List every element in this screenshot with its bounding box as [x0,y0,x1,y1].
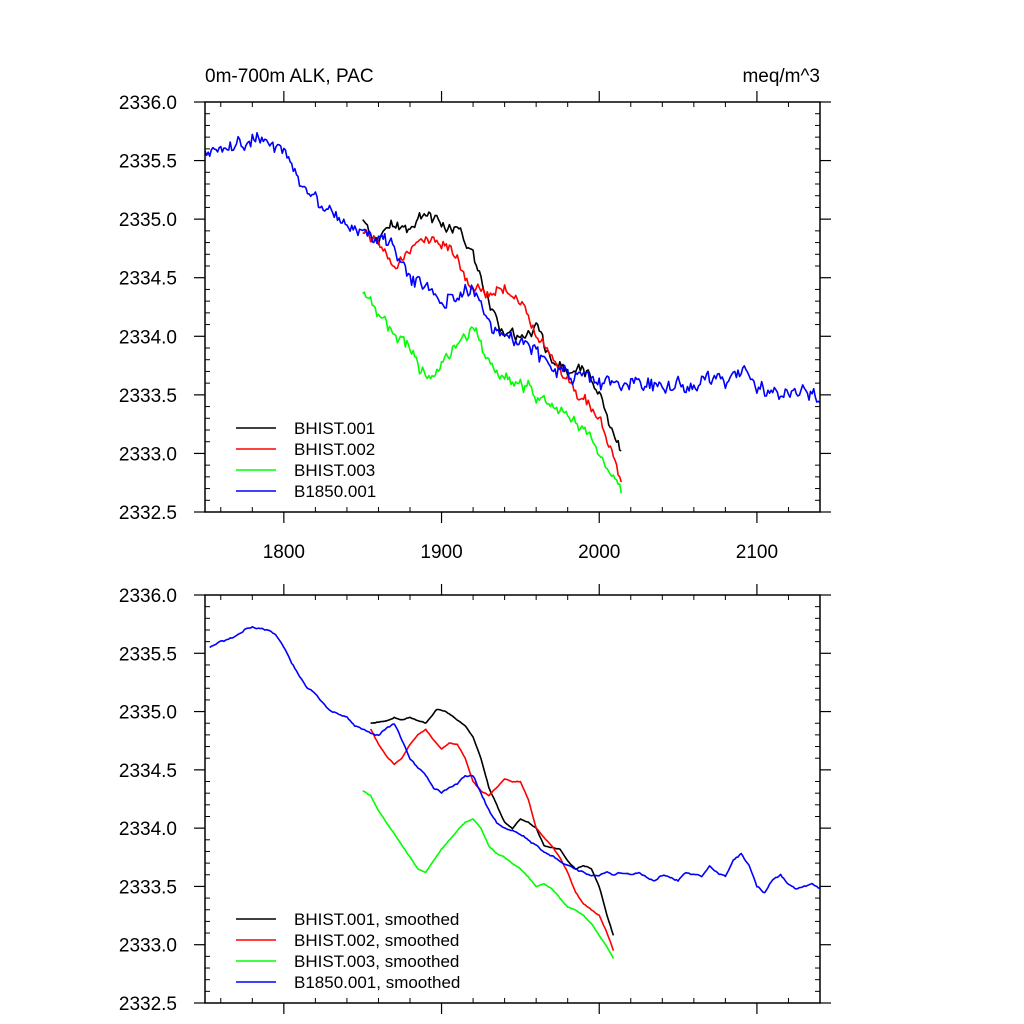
y-tick-label: 2335.0 [119,210,177,231]
series-line-bhist-003-smoothed [362,790,615,959]
minor-ticks [205,102,821,512]
series-line-b1850-001-smoothed [209,625,821,894]
legend: BHIST.001, smoothed BHIST.002, smoothed BH… [236,910,460,992]
legend-label: BHIST.001, smoothed [294,910,459,929]
x-tick-label: 2000 [578,542,620,563]
legend: BHIST.001 BHIST.002 BHIST.003 B1850.001 [236,419,376,501]
y-tick-label: 2336.0 [119,93,177,114]
series-line-bhist-001-smoothed [370,708,615,936]
y-tick-label: 2335.5 [119,152,177,173]
y-tick-label: 2332.5 [119,503,177,524]
y-tick-label: 2334.5 [119,269,177,290]
legend-label: BHIST.002, smoothed [294,931,459,950]
legend-label: BHIST.003, smoothed [294,952,459,971]
y-tick-label: 2334.0 [119,819,177,840]
y-tick-label: 2334.0 [119,327,177,348]
legend-label: B1850.001 [294,482,376,501]
y-tick-label: 2333.5 [119,877,177,898]
major-ticks [194,584,831,1014]
y-tick-label: 2335.5 [119,644,177,665]
legend-label: BHIST.002 [294,440,375,459]
y-tick-label: 2332.5 [119,994,177,1015]
plot-frame [204,101,821,513]
top-panel: 2332.5 2333.0 2333.5 2334.0 2334.5 2335.0 2335… [119,66,831,563]
y-tick-label: 2334.5 [119,761,177,782]
series-line-bhist-001 [362,211,622,452]
series-line-b1850-001 [204,132,821,403]
legend-label: BHIST.003 [294,461,375,480]
y-tick-label: 2333.0 [119,936,177,957]
y-tick-label: 2335.0 [119,703,177,724]
series-line-bhist-002 [362,228,623,483]
major-ticks [194,91,831,523]
series-line-bhist-002-smoothed [369,728,615,951]
y-tick-label: 2333.0 [119,444,177,465]
bottom-panel: 2332.5 2333.0 2333.5 2334.0 2334.5 2335.0 2335… [119,584,831,1015]
y-tick-label: 2336.0 [119,586,177,607]
legend-label: B1850.001, smoothed [294,973,460,992]
chart-title: 0m-700m ALK, PAC [205,66,374,87]
x-tick-label: 1900 [420,542,462,563]
plot-frame [204,594,821,1004]
x-tick-label: 1800 [263,542,305,563]
series-line-bhist-003 [362,291,623,494]
y-tick-label: 2333.5 [119,386,177,407]
units-label: meq/m^3 [742,66,820,87]
x-tick-label: 2100 [736,542,778,563]
legend-label: BHIST.001 [294,419,375,438]
